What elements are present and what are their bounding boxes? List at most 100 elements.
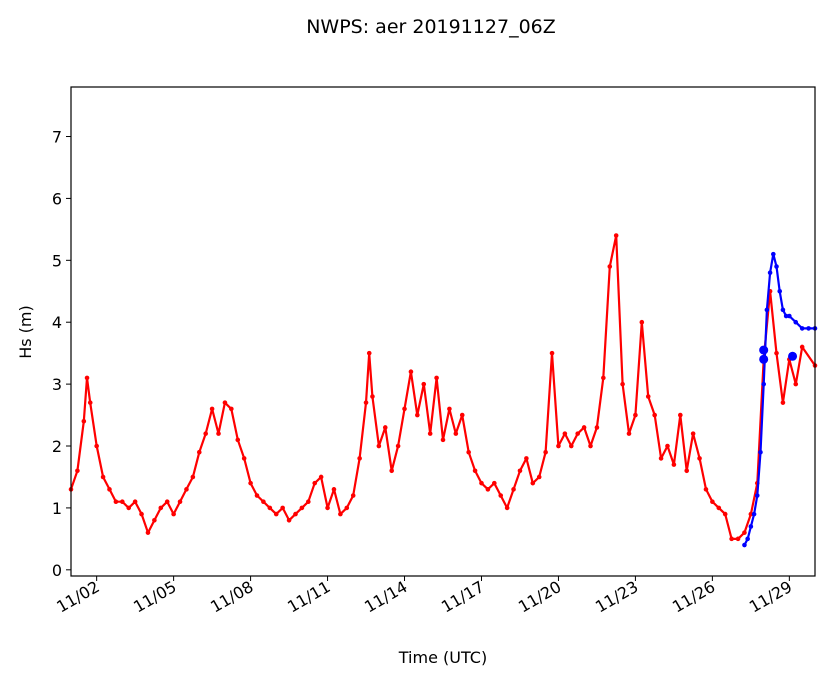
series-1-point [729,536,734,542]
series-1-point [177,499,183,505]
series-1-point [366,350,372,356]
series-1-point [306,499,311,505]
series-1-point [184,487,189,492]
series-1-point [459,412,465,418]
series-1-point [261,499,266,505]
series-1-point [216,431,221,436]
series-2-point [783,313,789,319]
y-axis-ticks: 0 1 2 3 4 5 6 7 [52,128,71,580]
series-1-point [524,456,529,461]
series-2-point [780,307,786,313]
series-1-point [716,505,722,511]
series-2-point [774,264,779,269]
y-tick-label: 5 [52,251,62,270]
series-1-point [710,499,715,505]
series-1-point [158,505,164,511]
series-1-point [626,431,632,436]
series-1-point [607,264,613,269]
series-1-point [357,456,362,461]
series-1-point [466,449,471,455]
series-1-point [331,487,337,492]
highlight-point [788,351,798,361]
series-2-point [758,449,763,455]
series-1-point [267,505,273,511]
series-1-point [568,443,574,449]
series-1-point [549,350,555,356]
series-1-point [536,474,542,480]
series-1-point [793,381,799,387]
series-1-point [126,505,132,511]
plot-area [68,233,818,548]
series-1-point [453,431,459,436]
series-2-point [754,493,760,498]
y-tick-label: 6 [52,189,62,208]
series-1-point [344,505,350,511]
series-1-point [613,233,619,238]
y-tick-label: 2 [52,437,62,456]
series-1-point [543,449,548,455]
series-1-point [504,505,510,511]
x-tick-label: 11/11 [284,577,333,617]
series-1-point [402,406,407,412]
series-1-point [273,511,279,517]
series-1-point [241,456,247,461]
y-tick-label: 4 [52,313,62,332]
series-1-point [498,493,504,498]
series-1-point [620,381,625,387]
series-1-point [190,474,196,480]
series-2-point [742,542,747,548]
series-1-point [665,443,670,449]
series-2-point [751,511,757,517]
x-tick-label: 11/26 [669,577,718,617]
series-1-point [427,431,433,436]
series-1-point [370,394,375,399]
y-axis-label: Hs (m) [16,305,35,359]
series-1-point [774,350,779,356]
series-1-point [556,443,561,449]
x-tick-label: 11/17 [438,577,487,617]
series-1-point [107,487,112,492]
series-1-point [472,468,478,474]
series-1-point [145,530,151,535]
series-1-point [652,412,657,418]
series-1-point [434,375,439,381]
series-1-point [254,493,260,498]
series-1-point [139,511,144,517]
series-1-point [286,517,292,523]
series-1-point [382,425,388,430]
series-1-point [415,412,420,418]
plot-frame [70,86,816,577]
series-2-point [761,381,766,387]
x-tick-label: 11/08 [207,577,256,617]
series-1-point [697,456,702,461]
series-1-point [703,487,709,492]
y-tick-label: 3 [52,375,62,394]
series-1-point [511,487,516,492]
series-1-point [94,443,99,449]
x-tick-label: 11/02 [53,577,102,617]
series-2-point [748,524,754,529]
series-1-point [581,425,587,430]
x-tick-label: 11/20 [515,577,564,617]
series-1-point [633,412,638,418]
series-1-point [748,511,754,517]
series-1-point [645,394,651,399]
series-1-point [492,480,497,486]
series-1-point [671,462,677,467]
series-1-point [517,468,523,474]
series-1-point [479,480,484,486]
series-2-point [799,326,805,331]
series-2-point [806,326,811,331]
series-1-point [363,400,369,405]
series-1-point [575,431,580,436]
series-1-point [562,431,568,436]
x-axis-label: Time (UTC) [398,648,487,667]
series-1-point [690,431,696,436]
x-axis-ticks: 11/02 11/05 11/08 11/11 11/14 11/17 11/20 11/23… [53,576,795,617]
series-1-point [81,418,87,424]
series-1-point [248,480,253,486]
series-1-point [639,319,645,325]
series-1-point [684,468,690,474]
series-2-point [771,251,776,257]
